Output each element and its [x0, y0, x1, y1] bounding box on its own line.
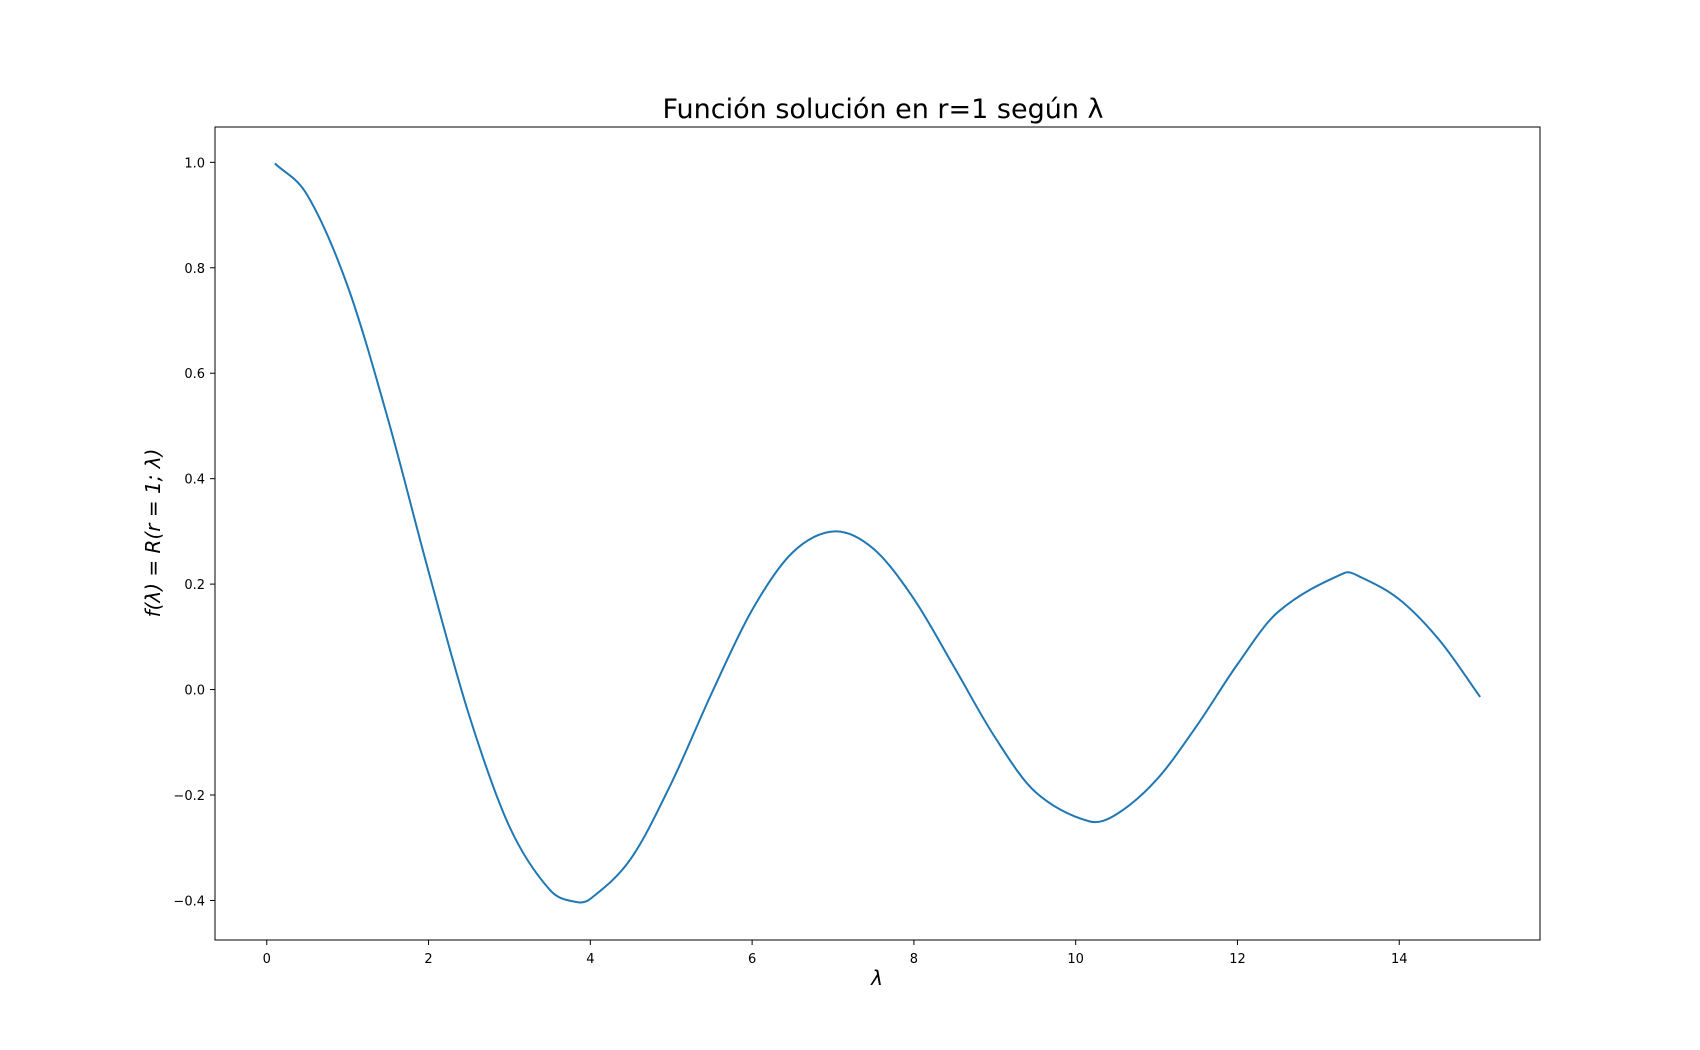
x-tick-label: 14 [1391, 952, 1408, 967]
y-axis: −0.4 −0.2 0.0 0.2 0.4 0.6 0.8 1.0 [173, 156, 215, 909]
y-tick-label: −0.2 [173, 789, 205, 804]
x-tick-label: 12 [1229, 952, 1246, 967]
x-tick-label: 2 [424, 952, 432, 967]
axes-frame [214, 126, 1541, 941]
y-tick-label: 0.0 [184, 684, 205, 699]
x-tick-label: 8 [910, 952, 918, 967]
x-tick-label: 10 [1067, 952, 1084, 967]
y-tick-label: 1.0 [184, 156, 205, 171]
y-tick-label: 0.2 [184, 578, 205, 593]
plot-area [274, 162, 1481, 904]
x-tick-label: 4 [586, 952, 594, 967]
y-tick-label: 0.8 [184, 262, 205, 277]
x-tick-label: 0 [263, 952, 271, 967]
x-axis-label: λ [870, 966, 883, 990]
y-tick-label: 0.6 [184, 367, 205, 382]
chart-title: Función solución en r=1 según λ [663, 94, 1104, 125]
x-tick-label: 6 [748, 952, 756, 967]
y-tick-label: −0.4 [173, 894, 205, 909]
y-axis-label: f(λ) = R(r = 1; λ) [141, 449, 165, 618]
x-axis: 0 2 4 6 8 10 12 14 [263, 940, 1408, 967]
y-tick-label: 0.4 [184, 473, 205, 488]
series-line [274, 162, 1481, 904]
